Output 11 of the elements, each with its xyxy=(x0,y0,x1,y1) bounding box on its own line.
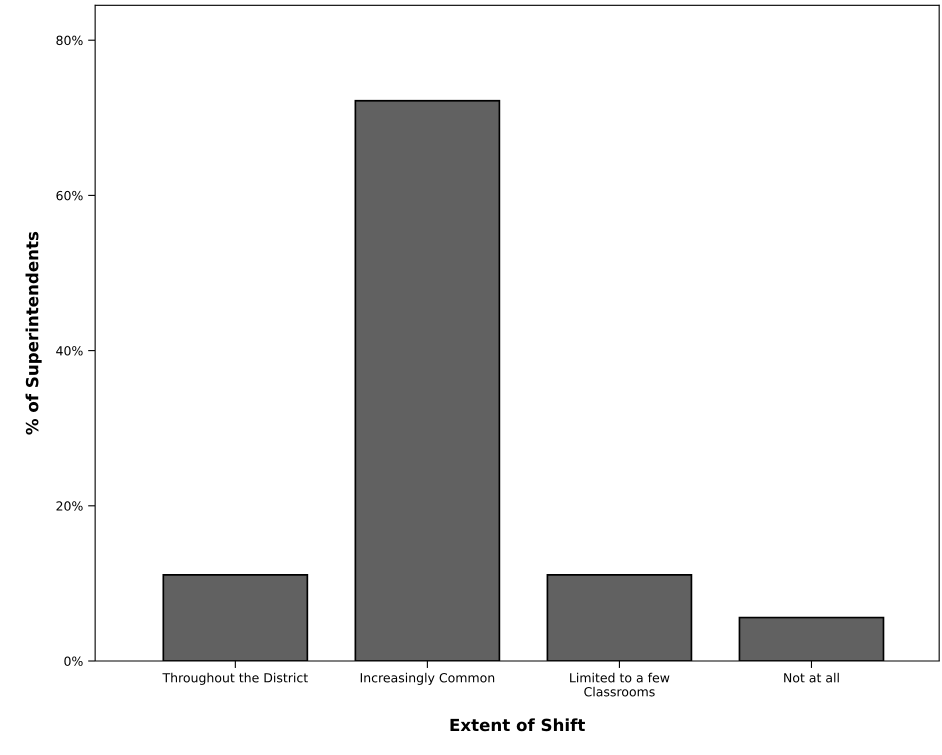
x-axis-title: Extent of Shift xyxy=(450,718,585,732)
x-tick-label: Not at all xyxy=(784,672,839,682)
x-tick-label: Throughout the District xyxy=(162,672,308,685)
y-axis-title: % of Superintendents xyxy=(26,232,42,435)
y-tick-label: 60% xyxy=(56,190,83,200)
y-tick-label: 0% xyxy=(64,656,83,666)
y-tick-label: 40% xyxy=(56,346,83,356)
y-tick-label: 80% xyxy=(56,36,83,46)
y-tick-label: 20% xyxy=(56,501,83,511)
x-tick-label: Limited to a few Classrooms xyxy=(570,672,670,696)
x-tick-label: Increasingly Common xyxy=(360,672,494,685)
